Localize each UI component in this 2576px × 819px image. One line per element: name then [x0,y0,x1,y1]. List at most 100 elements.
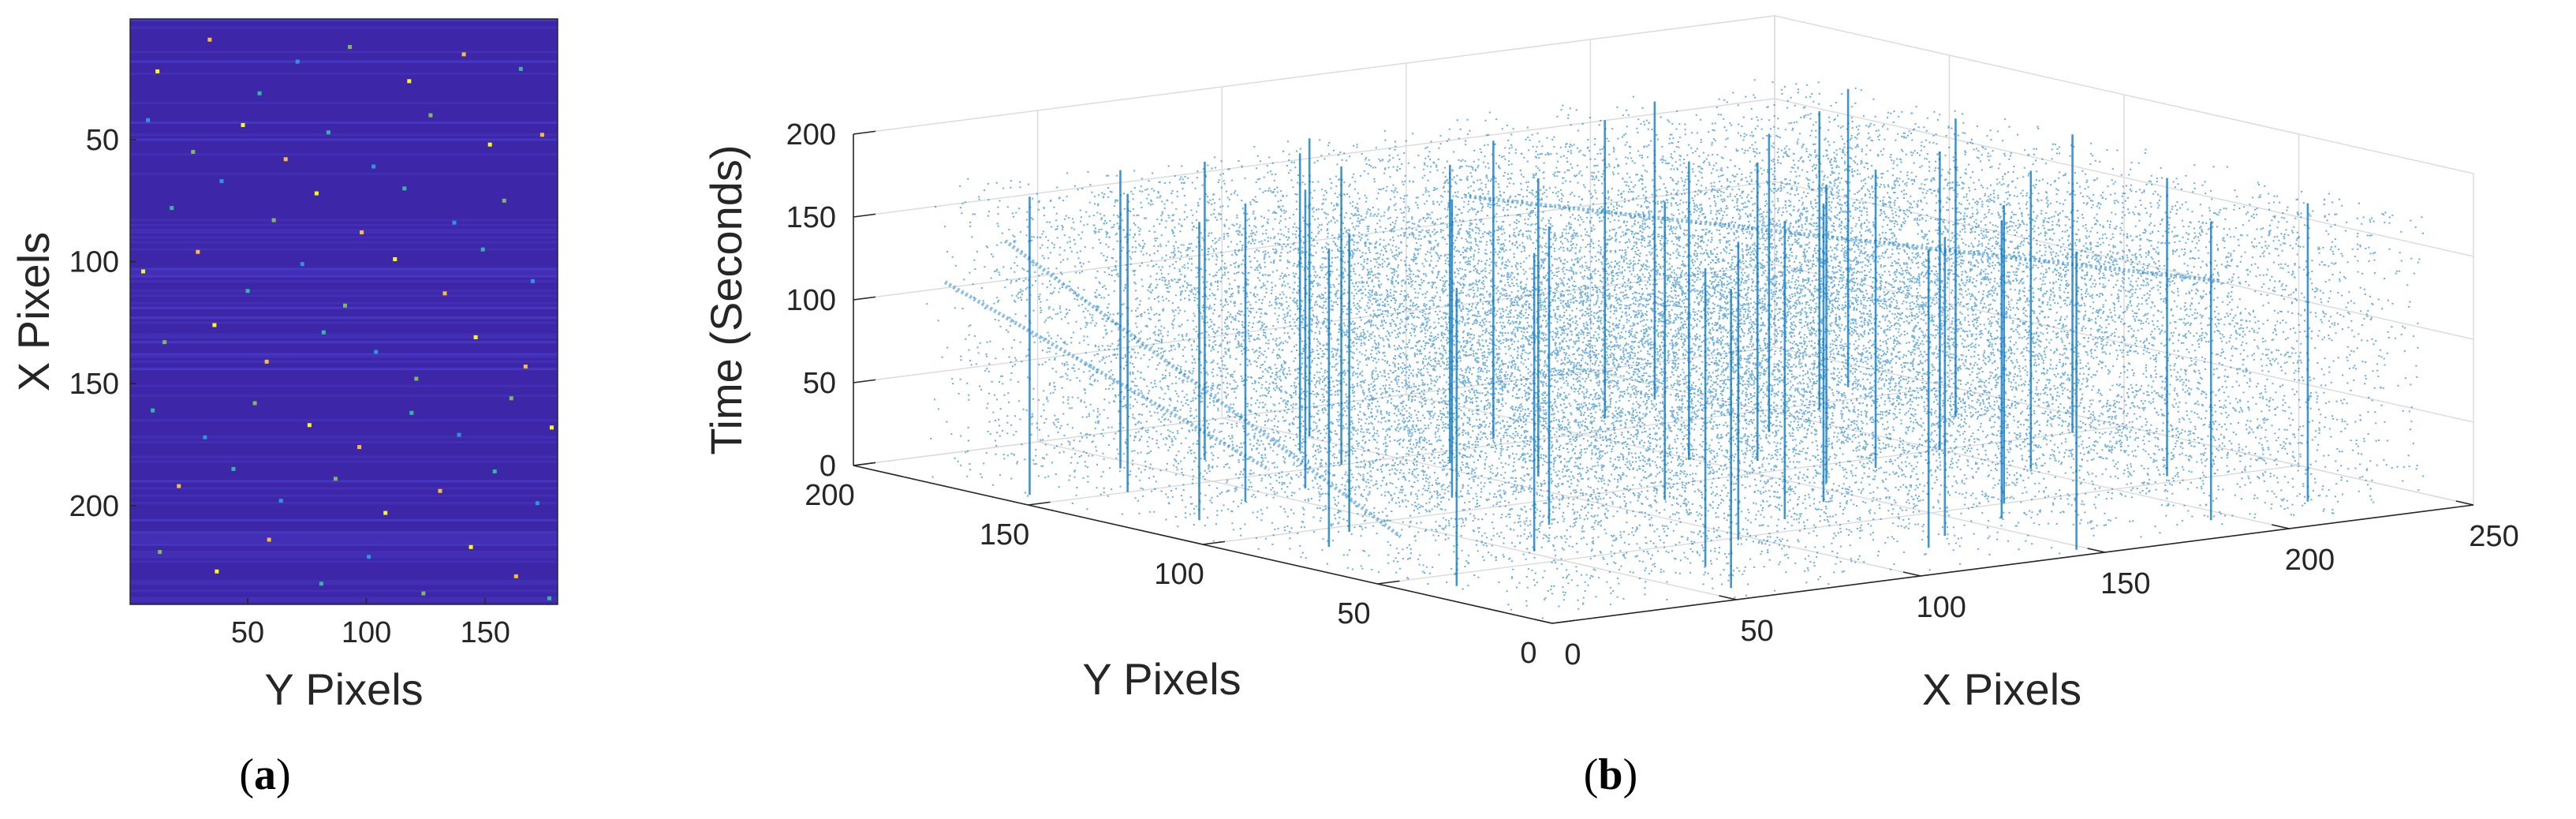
heatmap-row [130,133,558,136]
grid-line [1028,386,1950,506]
grid-line [1377,465,2299,585]
heatmap-x-tick-label: 100 [342,616,391,649]
heatmap-row [130,540,558,544]
heatmap-row [130,279,558,282]
scatter3d-streak [943,280,1271,472]
y-tick-mark [1377,580,1400,585]
heatmap-hot-pixel [141,269,146,274]
heatmap-hot-pixel [518,66,523,71]
heatmap-row [130,440,558,443]
heatmap-hot-pixel [264,359,269,364]
heatmap-hot-pixel [319,582,323,586]
heatmap-hot-pixel [409,410,414,415]
heatmap-hot-pixel [509,396,513,401]
heatmap-hot-pixel [196,249,200,254]
scatter3d-streak [1003,239,1402,539]
z-tick-mark [853,213,876,218]
heatmap-row [130,360,558,363]
heatmap-hot-pixel [461,52,466,57]
scatter3d-y-ticks: 0 50 100 150 200 [805,462,1575,670]
heatmap-row [130,248,558,251]
heatmap-row [130,341,558,344]
heatmap-row [130,26,558,29]
heatmap-hot-pixel [155,69,160,73]
heatmap-row [130,236,558,239]
heatmap-hot-pixel [421,591,426,596]
scatter3d-points [926,79,2425,619]
y-tick-label: 200 [805,479,854,512]
z-tick-mark [853,379,876,383]
grid-line [1774,264,2474,423]
heatmap-row [130,355,558,358]
scatter3d-event-points [926,79,2425,619]
grid-line [853,98,1775,218]
heatmap-hot-pixel [360,230,364,235]
x-tick-label: 250 [2469,520,2518,553]
scatter3d-x-ticks: 0 50 100 150 200 250 [1534,500,2519,671]
heatmap-row [130,560,558,563]
heatmap-y-tick-label: 100 [69,246,119,279]
x-tick-mark [2455,500,2474,506]
heatmap-row [130,487,558,490]
heatmap-hot-pixel [278,499,283,503]
heatmap-hot-pixel [295,59,300,64]
heatmap-row [130,553,558,556]
heatmap-hot-pixel [547,596,551,600]
panel-a-label: (a) [239,750,290,799]
heatmap-hot-pixel [457,432,461,437]
heatmap-hot-pixel [257,91,262,95]
heatmap-hot-pixel [402,186,407,191]
heatmap-hot-pixels [141,37,554,600]
heatmap-row [130,589,558,593]
heatmap-hot-pixel [231,466,236,471]
heatmap-y-ticks: 50 100 150 200 [69,124,136,523]
z-tick-label: 50 [803,367,836,400]
panel-b-3d-scatter: 0 50 100 150 200 250 0 50 100 150 200 0 50 100 150 20… [701,15,2519,714]
heatmap-hot-pixel [513,574,518,578]
heatmap-hot-pixel [283,157,288,162]
y-tick-mark [1202,540,1226,545]
x-tick-label: 100 [1916,591,1966,624]
heatmap-hot-pixel [393,257,398,262]
heatmap-row [130,316,558,320]
heatmap-hot-pixel [241,122,245,127]
y-tick-label: 100 [1154,558,1204,591]
heatmap-hot-pixel [333,477,338,481]
panel-a-heatmap: 50 100 150 50 100 150 200 Y Pixels X Pixels [9,18,558,714]
heatmap-row [130,582,558,585]
heatmap-hot-pixel [212,323,217,327]
heatmap-hot-pixel [219,179,224,184]
heatmap-hot-pixel [162,340,167,345]
heatmap-row [130,270,558,273]
heatmap-row [130,241,558,244]
heatmap-hot-pixel [523,365,528,369]
heatmap-y-tick-label: 50 [86,124,119,157]
heatmap-row [130,596,558,600]
heatmap-hot-pixel [374,350,379,354]
heatmap-row [130,272,558,275]
heatmap-hot-pixel [480,247,485,252]
heatmap-hot-pixel [252,401,257,406]
heatmap-hot-pixel [357,445,362,450]
z-tick-mark [853,130,876,135]
heatmap-row [130,502,558,505]
heatmap-row [130,555,558,559]
heatmap-row [130,599,558,602]
heatmap-row [130,223,558,226]
heatmap-row [130,321,558,324]
heatmap-row [130,19,558,22]
x-tick-label: 50 [1740,615,1773,648]
y-tick-mark [1028,501,1051,506]
x-tick-label: 200 [2285,544,2335,577]
heatmap-hot-pixel [300,262,304,267]
heatmap-row [130,219,558,222]
x-tick-mark [2272,524,2290,529]
z-tick-label: 150 [786,201,836,234]
heatmap-row [130,275,558,278]
heatmap-row-banding [130,19,558,602]
heatmap-hot-pixel [326,130,330,135]
heatmap-row [130,172,558,175]
z-tick-mark [853,296,876,301]
heatmap-row [130,301,558,305]
grid-line [1774,15,2474,174]
